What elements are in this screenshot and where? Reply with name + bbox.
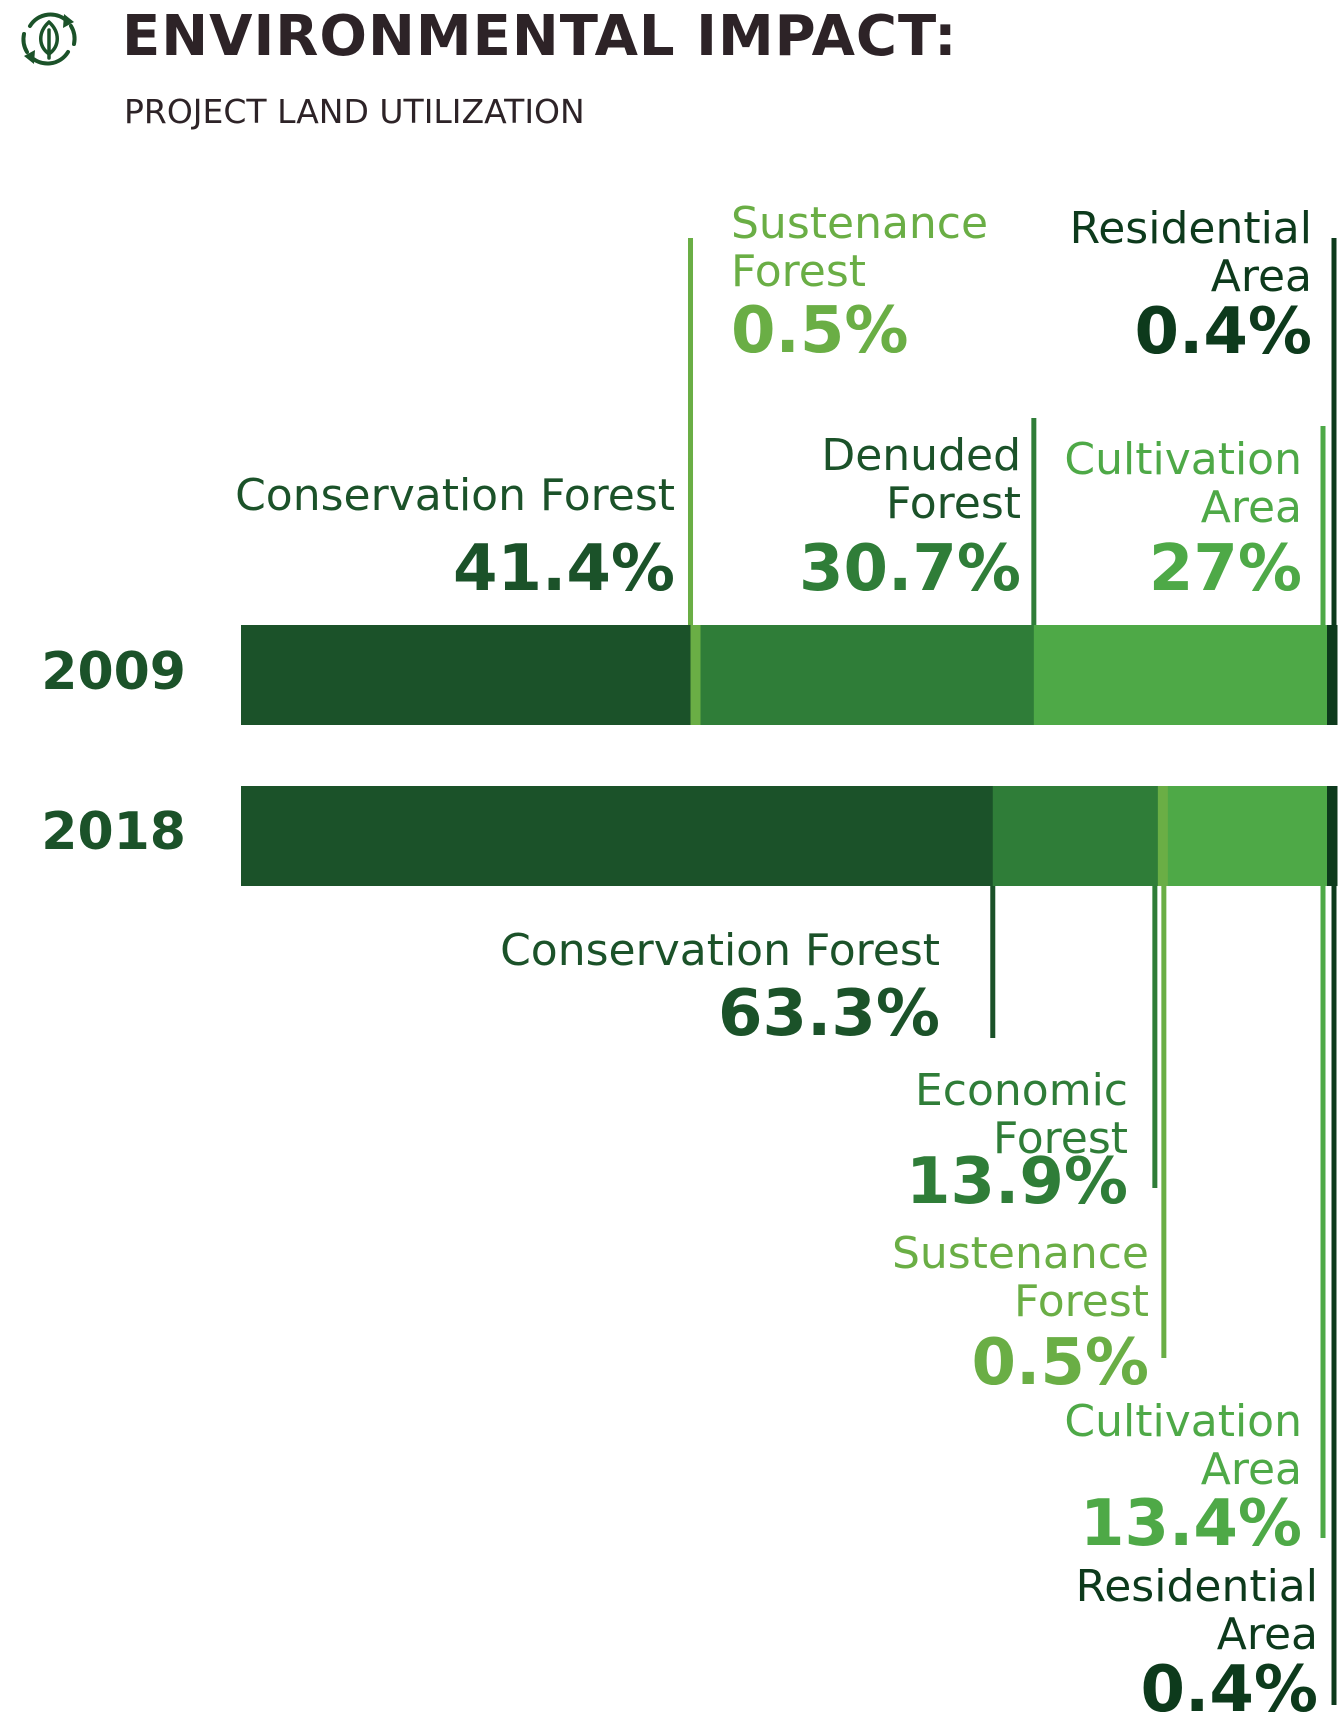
segment-value: 30.7%	[799, 532, 1021, 606]
segment-label: Cultivation	[1064, 1396, 1302, 1447]
segment-label: Area	[1211, 251, 1312, 302]
segment-label: Forest	[1014, 1276, 1149, 1327]
page-title: ENVIRONMENTAL IMPACT:	[122, 4, 958, 69]
bar-segment-economic-forest	[992, 786, 1159, 886]
segment-value: 13.4%	[1080, 1487, 1302, 1561]
segment-label: Conservation Forest	[235, 470, 675, 521]
page-subtitle: PROJECT LAND UTILIZATION	[124, 92, 585, 131]
segment-label: Area	[1201, 482, 1302, 533]
bar-segment-cultivation-area	[1033, 625, 1328, 725]
bar-segment-conservation-forest	[241, 786, 994, 886]
segment-label: Conservation Forest	[500, 925, 940, 976]
segment-value: 27%	[1149, 532, 1302, 606]
segment-value: 13.9%	[906, 1145, 1128, 1219]
bar-segment-denuded-forest	[700, 625, 1035, 725]
segment-label: Forest	[886, 478, 1021, 529]
segment-value: 63.3%	[718, 977, 940, 1051]
recycle-leaf-icon	[21, 12, 77, 66]
year-label: 2009	[41, 642, 186, 702]
segment-value: 41.4%	[453, 532, 675, 606]
segment-label: Area	[1217, 1609, 1318, 1660]
segment-label: Residential	[1076, 1561, 1318, 1612]
segment-label: Forest	[993, 1113, 1128, 1164]
segment-value: 0.4%	[1135, 295, 1313, 369]
year-label: 2018	[41, 802, 186, 862]
segment-value: 0.4%	[1141, 1653, 1319, 1727]
segment-label: Forest	[731, 246, 866, 297]
segment-label: Sustenance	[731, 198, 988, 249]
segment-label: Sustenance	[892, 1228, 1149, 1279]
segment-label: Denuded	[821, 430, 1021, 481]
bar-segment-residential-area	[1327, 786, 1338, 886]
segment-value: 0.5%	[972, 1326, 1150, 1400]
bar-segment-sustenance-forest	[1157, 786, 1169, 886]
segment-label: Area	[1201, 1444, 1302, 1495]
bar-segment-cultivation-area	[1167, 786, 1328, 886]
segment-label: Residential	[1070, 203, 1312, 254]
bar-segment-sustenance-forest	[690, 625, 702, 725]
segment-label: Cultivation	[1064, 434, 1302, 485]
segment-value: 0.5%	[731, 294, 909, 368]
bar-segment-conservation-forest	[241, 625, 692, 725]
segment-label: Economic	[915, 1065, 1128, 1116]
